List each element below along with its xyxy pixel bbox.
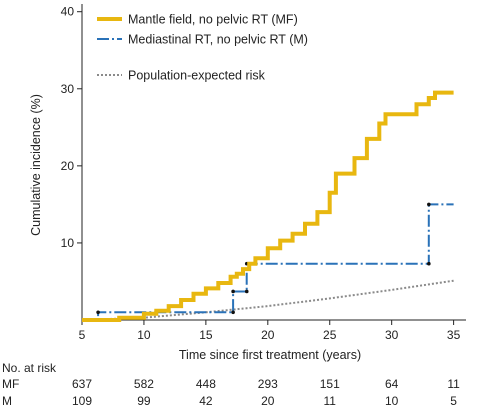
legend-label: Mediastinal RT, no pelvic RT (M) <box>128 33 308 47</box>
x-tick-label: 30 <box>385 328 399 342</box>
event-marker <box>96 310 100 315</box>
x-axis-title: Time since first treatment (years) <box>179 348 361 362</box>
risk-count: 42 <box>199 394 213 408</box>
legend-label: Mantle field, no pelvic RT (MF) <box>128 13 298 27</box>
risk-table-title: No. at risk <box>2 361 57 375</box>
x-tick-label: 25 <box>323 328 337 342</box>
risk-count: 11 <box>447 377 460 391</box>
risk-count: 293 <box>258 377 278 391</box>
risk-row-label: M <box>2 394 12 408</box>
series-layer <box>81 90 454 322</box>
plot-axes <box>81 4 466 321</box>
event-marker <box>427 261 431 266</box>
series-line-population <box>81 279 454 321</box>
risk-count: 109 <box>72 394 92 408</box>
event-marker <box>231 289 235 294</box>
event-marker <box>244 289 249 294</box>
risk-table: No. at risk MF 637 582 448 293 151 64 11 M 109 99 4… <box>2 361 460 408</box>
risk-count: 11 <box>324 394 337 408</box>
x-tick-label: 10 <box>137 328 151 342</box>
x-tick-label: 20 <box>261 328 275 342</box>
y-tick-label: 10 <box>61 236 75 250</box>
x-tick-label: 5 <box>79 328 86 342</box>
risk-count: 582 <box>134 377 154 391</box>
risk-count: 64 <box>385 377 399 391</box>
y-tick-label: 40 <box>61 5 75 19</box>
x-tick-label: 35 <box>447 328 461 342</box>
risk-count: 20 <box>261 394 275 408</box>
y-tick-label: 30 <box>61 82 75 96</box>
risk-row-label: MF <box>2 377 19 391</box>
legend: Mantle field, no pelvic RT (MF) Mediastin… <box>97 13 308 83</box>
risk-count: 637 <box>72 377 92 391</box>
legend-label: Population-expected risk <box>128 69 266 83</box>
risk-count: 5 <box>450 394 457 408</box>
series-line-m <box>82 203 454 321</box>
risk-count: 448 <box>196 377 216 391</box>
risk-count: 99 <box>137 394 151 408</box>
risk-count: 151 <box>320 377 340 391</box>
y-axis-ticks: 10 20 30 40 <box>61 5 82 250</box>
series-line-mf <box>82 90 454 322</box>
x-axis-ticks: 5 10 15 20 25 30 35 <box>79 320 461 342</box>
risk-count: 10 <box>385 394 399 408</box>
x-tick-label: 15 <box>199 328 213 342</box>
y-axis-title: Cumulative incidence (%) <box>29 94 43 236</box>
event-marker <box>427 202 431 207</box>
event-marker <box>231 310 235 315</box>
y-tick-label: 20 <box>61 159 75 173</box>
